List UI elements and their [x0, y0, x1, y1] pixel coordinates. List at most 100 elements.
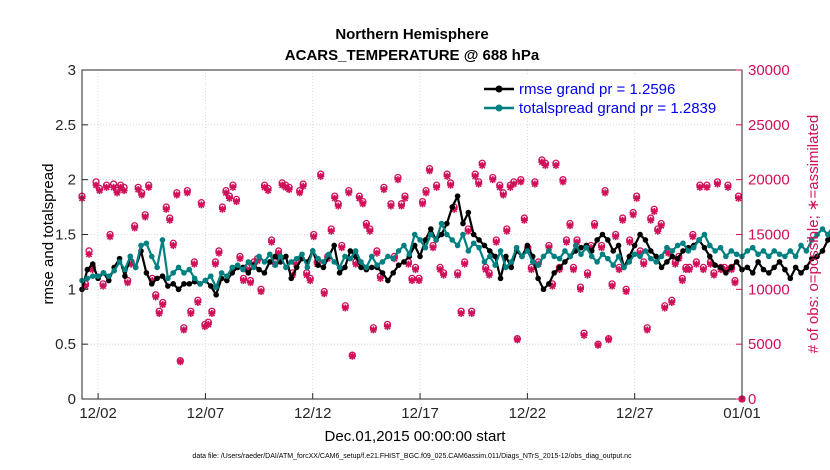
- totalspread-point: [159, 237, 166, 243]
- totalspread-point: [326, 251, 332, 258]
- totalspread-point: [519, 253, 525, 260]
- obs-assimilated-point: [348, 352, 356, 360]
- obs-assimilated-point: [222, 189, 230, 197]
- obs-assimilated-point: [429, 244, 437, 252]
- obs-assimilated-point: [559, 178, 567, 186]
- obs-assimilated-point: [475, 180, 483, 188]
- rmse-point: [245, 270, 252, 276]
- totalspread-point: [401, 242, 407, 249]
- totalspread-point: [707, 242, 713, 249]
- rmse-point: [470, 231, 477, 238]
- rmse-point: [342, 264, 348, 271]
- totalspread-point: [272, 262, 278, 269]
- totalspread-point: [293, 255, 300, 262]
- obs-assimilated-point: [584, 271, 592, 279]
- obs-assimilated-point: [204, 320, 212, 328]
- rmse-point: [170, 281, 177, 287]
- rmse-point: [454, 193, 461, 199]
- totalspread-point: [653, 259, 659, 265]
- obs-assimilated-point: [404, 260, 412, 268]
- rmse-point: [379, 270, 386, 276]
- x-tick-label: 12/07: [187, 405, 225, 422]
- rmse-point: [744, 264, 751, 271]
- obs-assimilated-point: [141, 213, 149, 221]
- totalspread-point: [690, 244, 697, 251]
- totalspread-point: [165, 275, 171, 282]
- totalspread-point: [122, 266, 128, 273]
- totalspread-point: [202, 277, 209, 284]
- obs-assimilated-point: [633, 194, 641, 202]
- totalspread-point: [181, 270, 187, 276]
- obs-assimilated-point: [608, 282, 616, 290]
- obs-assimilated-point: [268, 238, 276, 246]
- rmse-point: [84, 266, 91, 273]
- obs-assimilated-point: [408, 277, 416, 285]
- obs-assimilated-point: [131, 224, 139, 232]
- rmse-point: [465, 209, 472, 216]
- obs-assimilated-point: [492, 238, 500, 246]
- totalspread-point: [664, 244, 670, 251]
- totalspread-point: [368, 253, 375, 260]
- obs-assimilated-point: [99, 282, 107, 290]
- totalspread-point: [224, 273, 230, 279]
- totalspread-point: [669, 248, 676, 254]
- obs-assimilated-point: [197, 201, 205, 209]
- obs-assimilated-point: [103, 183, 111, 191]
- obs-assimilated-point: [496, 183, 504, 191]
- obs-assimilated-point: [317, 172, 325, 180]
- rmse-point: [207, 283, 214, 289]
- obs-assimilated-point: [619, 216, 627, 224]
- totalspread-point: [347, 255, 354, 262]
- totalspread-point: [562, 248, 568, 254]
- legend-box: [476, 76, 738, 118]
- obs-assimilated-point: [113, 189, 121, 197]
- totalspread-point: [320, 259, 327, 265]
- totalspread-point: [819, 226, 826, 232]
- rmse-point: [181, 281, 187, 287]
- rmse-point: [368, 264, 375, 271]
- totalspread-point: [476, 244, 482, 251]
- rmse-point: [658, 264, 665, 271]
- totalspread-point: [642, 248, 649, 254]
- rmse-point: [213, 292, 219, 298]
- y-right-tick-label: 0: [748, 391, 756, 408]
- rmse-point: [143, 270, 150, 276]
- obs-assimilated-point: [401, 194, 409, 202]
- totalspread-point: [116, 259, 123, 265]
- rmse-point: [707, 253, 713, 260]
- totalspread-point: [342, 253, 348, 260]
- obs-assimilated-point: [334, 202, 342, 210]
- rmse-point: [637, 231, 643, 238]
- totalspread-point: [256, 253, 262, 260]
- obs-assimilated-point: [359, 200, 367, 208]
- rmse-point: [256, 266, 262, 273]
- obs-assimilated-point: [577, 285, 585, 293]
- rmse-point: [508, 264, 515, 271]
- obs-assimilated-point: [699, 266, 707, 274]
- obs-assimilated-point: [685, 266, 693, 274]
- totalspread-point: [460, 231, 466, 238]
- obs-assimilated-point: [345, 189, 353, 197]
- obs-assimilated-point: [647, 216, 655, 224]
- rmse-point: [712, 262, 718, 269]
- obs-assimilated-point: [713, 180, 721, 188]
- totalspread-point: [583, 244, 590, 251]
- rmse-point: [288, 275, 295, 282]
- totalspread-point: [106, 273, 112, 279]
- obs-assimilated-point: [383, 323, 391, 331]
- rmse-point: [438, 231, 445, 238]
- obs-assimilated-point: [419, 200, 427, 208]
- y-tick-label: 1.5: [55, 227, 76, 244]
- legend-spread-marker: [495, 104, 503, 112]
- y-right-tick-label: 15000: [748, 227, 790, 244]
- obs-assimilated-point: [689, 233, 697, 241]
- chart-title: Northern Hemisphere: [335, 26, 488, 43]
- obs-assimilated-point: [96, 187, 104, 195]
- axis-ticks: 0 0.5 1 1.5 2 2.5 3 0 5000 10000 15000 20000 25000 30…: [55, 62, 790, 422]
- totalspread-point: [229, 264, 236, 271]
- rmse-point: [293, 264, 300, 271]
- rmse-point: [599, 231, 606, 238]
- obs-assimilated-point: [433, 183, 441, 191]
- obs-assimilated-point: [629, 211, 637, 219]
- rmse-point: [315, 262, 321, 269]
